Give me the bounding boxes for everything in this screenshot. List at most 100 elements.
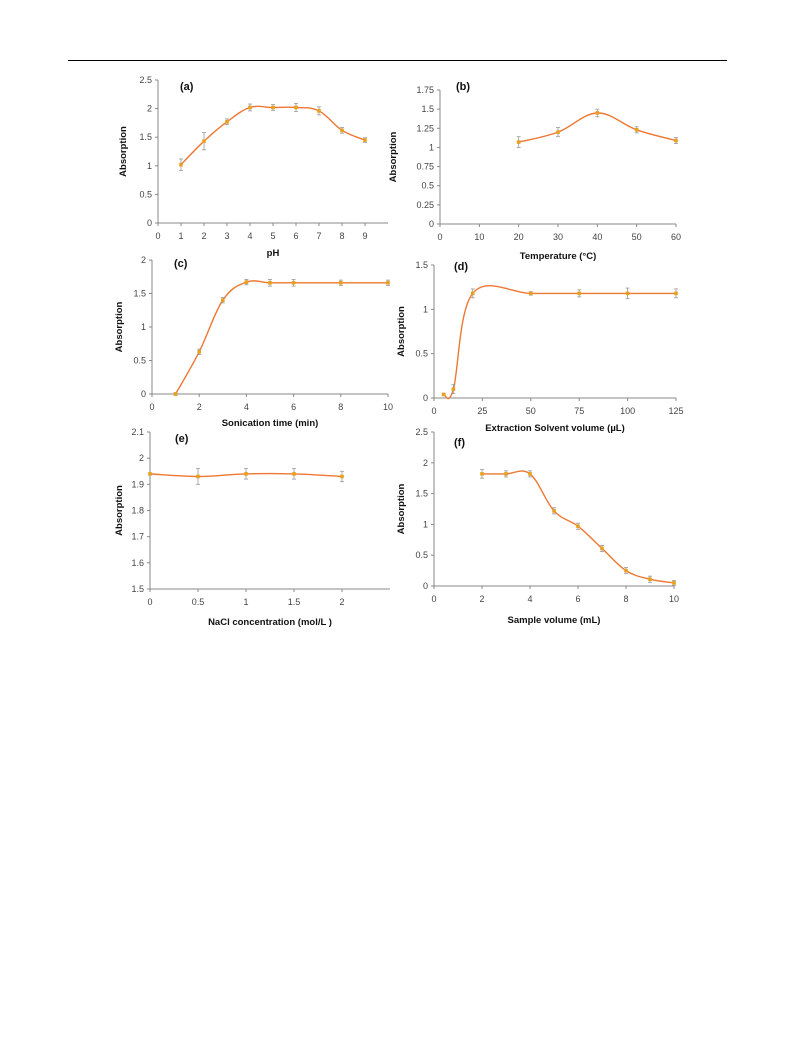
- chart-1-ytick-label: 1.75: [416, 85, 434, 95]
- chart-1-ytick-label: 0: [429, 219, 434, 229]
- chart-4-data-point: [148, 472, 152, 476]
- chart-5-xtick-label: 2: [479, 594, 484, 604]
- chart-4-ytick-label: 1.9: [131, 479, 144, 489]
- chart-5-data-point: [624, 568, 628, 573]
- chart-0-xtick-label: 5: [270, 231, 275, 241]
- chart-0-data-point: [317, 109, 321, 113]
- chart-4-ylabel: Absorption: [114, 485, 125, 536]
- chart-3-xtick-label: 125: [668, 406, 683, 416]
- chart-3-series-line: [442, 285, 676, 400]
- chart-4-title: (e): [175, 433, 189, 445]
- chart-2-data-point: [386, 280, 390, 285]
- chart-5-title: (f): [454, 437, 465, 449]
- chart-5-xtick-label: 10: [669, 594, 679, 604]
- chart-5-data-point: [600, 546, 604, 551]
- chart-2-ytick-label: 0: [141, 389, 146, 399]
- chart-4-ytick-label: 2.1: [131, 427, 144, 437]
- chart-1-xtick-label: 20: [514, 232, 524, 242]
- chart-3-xtick-label: 100: [620, 406, 635, 416]
- chart-2-data-point: [173, 392, 178, 396]
- chart-3-xtick-label: 75: [574, 406, 584, 416]
- chart-c-sonication-time: 0 0.5 1 1.5 2 0 2 4 6 8 10 Sonication time (min) Abs…: [114, 255, 393, 429]
- chart-2-data-point: [244, 280, 249, 284]
- chart-2-ylabel: Absorption: [114, 301, 125, 352]
- chart-0-title: (a): [180, 81, 194, 93]
- chart-5-data-point: [480, 472, 484, 476]
- chart-2-data-point: [268, 280, 272, 285]
- chart-3-data-point: [577, 291, 581, 296]
- chart-1-ylabel: Absorption: [388, 131, 399, 182]
- chart-4-data-point: [340, 474, 344, 479]
- chart-a-ph: 0 0.5 1 1.5 2 2.5 0 1 2 3 4 5 6 7 8 9 pH Absorption (a): [118, 75, 388, 259]
- chart-0-data-point: [179, 162, 183, 167]
- chart-0-series-line: [180, 105, 366, 166]
- chart-1-ytick-label: 1.5: [421, 104, 434, 114]
- chart-0-data-point: [340, 128, 344, 133]
- chart-3-data-point: [674, 291, 678, 296]
- chart-5-data-point: [528, 472, 532, 476]
- chart-2-ytick-label: 0.5: [133, 356, 146, 366]
- chart-0-ylabel: Absorption: [118, 126, 129, 177]
- chart-5-ytick-label: 0: [423, 581, 428, 591]
- chart-2-xtick-label: 0: [149, 402, 154, 412]
- chart-3-data-point: [625, 291, 630, 296]
- chart-4-xtick-label: 0.5: [192, 597, 205, 607]
- chart-3-xtick-label: 0: [431, 406, 436, 416]
- chart-1-xtick-label: 0: [437, 232, 442, 242]
- chart-1-data-point: [634, 128, 639, 132]
- chart-4-ytick-label: 2: [139, 453, 144, 463]
- chart-4-ytick-label: 1.7: [131, 532, 144, 542]
- chart-3-ytick-label: 1.5: [415, 260, 428, 270]
- chart-5-ytick-label: 0.5: [415, 550, 428, 560]
- chart-4-xtick-label: 2: [339, 597, 344, 607]
- chart-0-xtick-label: 0: [155, 231, 160, 241]
- chart-1-data-point: [556, 130, 560, 134]
- chart-3-xtick-label: 25: [477, 406, 487, 416]
- chart-0-ytick-label: 0.5: [139, 189, 152, 199]
- chart-0-ytick-label: 2: [147, 104, 152, 114]
- chart-4-xtick-label: 1.5: [288, 597, 301, 607]
- chart-3-title: (d): [454, 261, 468, 273]
- chart-1-xtick-label: 30: [553, 232, 563, 242]
- chart-0-data-point: [248, 105, 252, 110]
- chart-0-data-point: [202, 139, 206, 144]
- chart-1-data-point: [595, 111, 600, 115]
- chart-0-data-point: [225, 119, 229, 124]
- chart-2-series-line: [174, 280, 388, 395]
- chart-0-ytick-label: 1.5: [139, 132, 152, 142]
- chart-5-xtick-label: 6: [575, 594, 580, 604]
- chart-1-xtick-label: 50: [632, 232, 642, 242]
- chart-0-xtick-label: 6: [293, 231, 298, 241]
- chart-2-data-point: [339, 280, 343, 285]
- chart-2-xtick-label: 10: [383, 402, 393, 412]
- chart-5-xtick-label: 0: [431, 594, 436, 604]
- chart-0-xtick-label: 3: [224, 231, 229, 241]
- chart-0-xtick-label: 2: [201, 231, 206, 241]
- chart-5-ytick-label: 2: [423, 458, 428, 468]
- chart-3-data-point: [529, 291, 533, 296]
- chart-5-xtick-label: 4: [527, 594, 532, 604]
- chart-5-ytick-label: 1: [423, 519, 428, 529]
- chart-5-xlabel: Sample volume (mL): [508, 615, 601, 626]
- chart-5-data-point: [648, 577, 652, 582]
- chart-4-data-point: [292, 472, 296, 476]
- chart-3-ytick-label: 1: [423, 304, 428, 314]
- chart-4-xtick-label: 1: [243, 597, 248, 607]
- chart-1-title: (b): [456, 81, 470, 93]
- chart-4-xlabel: NaCl concentration (mol/L ): [208, 617, 332, 628]
- chart-1-ytick-label: 0.25: [416, 200, 434, 210]
- chart-2-xlabel: Sonication time (min): [222, 418, 319, 429]
- chart-5-data-point: [552, 509, 556, 513]
- chart-2-ytick-label: 1.5: [133, 289, 146, 299]
- chart-4-ytick-label: 1.8: [131, 506, 144, 516]
- chart-4-data-point: [196, 474, 200, 479]
- chart-5-data-point: [576, 524, 580, 529]
- chart-5-data-point: [672, 581, 676, 585]
- chart-2-data-point: [291, 280, 296, 285]
- chart-4-ytick-label: 1.5: [131, 584, 144, 594]
- chart-2-ytick-label: 2: [141, 255, 146, 265]
- chart-0-ytick-label: 0: [147, 218, 152, 228]
- chart-1-data-point: [516, 140, 521, 144]
- chart-3-ylabel: Absorption: [396, 306, 407, 357]
- chart-2-title: (c): [174, 258, 188, 270]
